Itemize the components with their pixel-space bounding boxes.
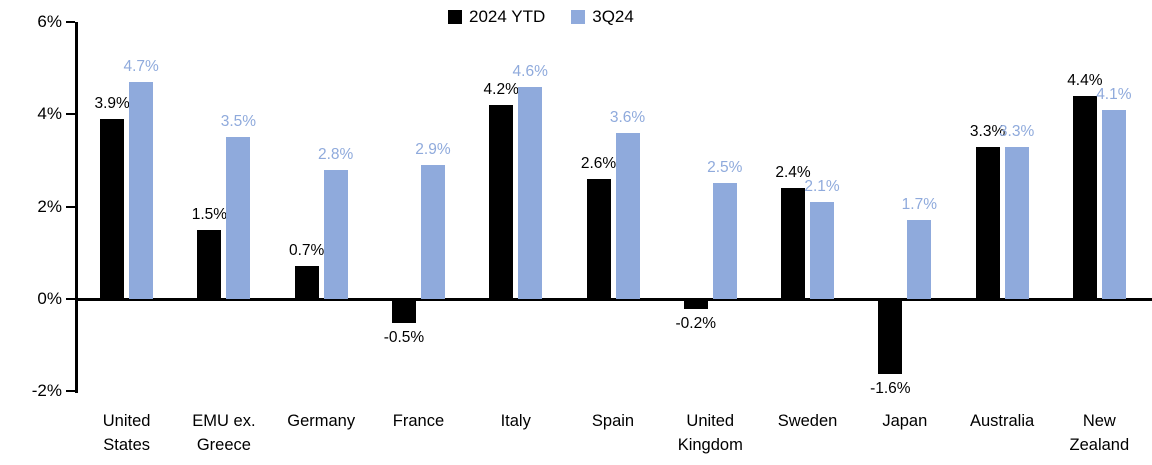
legend-label-3q24: 3Q24: [592, 7, 634, 26]
x-category-label-united-states: United States: [102, 412, 151, 454]
bar-label-2024-ytd-germany: 0.7%: [289, 242, 325, 260]
bar-2024-ytd-australia: [975, 146, 1000, 299]
bar-2024-ytd-new-zealand: [1072, 95, 1097, 299]
bar-label-3q24-sweden: 2.1%: [804, 177, 840, 195]
x-category-label-france: France: [392, 412, 445, 430]
bar-3q24-united-kingdom: [712, 183, 737, 299]
bar-2024-ytd-italy: [489, 105, 514, 299]
bar-label-3q24-united-states: 4.7%: [123, 57, 159, 75]
bar-label-3q24-france: 2.9%: [415, 140, 451, 158]
bar-label-3q24-japan: 1.7%: [901, 196, 937, 214]
bar-2024-ytd-emu-ex-greece: [197, 229, 222, 299]
legend-item-2024-ytd: 2024 YTD: [448, 7, 545, 27]
bar-label-3q24-emu-ex-greece: 3.5%: [220, 113, 257, 131]
bar-3q24-new-zealand: [1101, 109, 1126, 299]
bar-label-3q24-new-zealand: 4.1%: [1096, 85, 1132, 103]
bar-label-2024-ytd-united-kingdom: -0.2%: [675, 314, 717, 332]
y-tick-label-0: 0%: [37, 288, 62, 308]
bar-3q24-japan: [907, 220, 932, 299]
bar-label-2024-ytd-australia: 3.3%: [969, 122, 1006, 140]
x-category-label-germany: Germany: [287, 412, 356, 430]
x-category-label-united-kingdom: United Kingdom: [677, 412, 743, 454]
bar-2024-ytd-spain: [586, 178, 611, 299]
bar-label-3q24-australia: 3.3%: [998, 122, 1035, 140]
bar-3q24-france: [420, 164, 445, 299]
bar-label-2024-ytd-new-zealand: 4.4%: [1067, 71, 1103, 89]
y-tick-mark: [66, 113, 75, 116]
y-tick-label-6: 6%: [37, 12, 62, 31]
bar-label-2024-ytd-spain: 2.6%: [580, 154, 617, 172]
y-tick-mark: [66, 390, 75, 392]
y-axis-line: [75, 22, 78, 393]
bar-label-2024-ytd-sweden: 2.4%: [775, 164, 811, 182]
bar-label-3q24-spain: 3.6%: [609, 108, 646, 126]
bar-label-2024-ytd-emu-ex-greece: 1.5%: [191, 205, 228, 223]
x-category-label-spain: Spain: [591, 412, 635, 430]
x-category-label-new-zealand: New Zealand: [1069, 412, 1130, 454]
y-tick-label-2: -2%: [31, 381, 62, 400]
bar-2024-ytd-japan: [878, 299, 903, 374]
x-category-label-emu-ex-greece: EMU ex. Greece: [192, 412, 256, 454]
bar-label-3q24-united-kingdom: 2.5%: [707, 159, 743, 177]
bar-label-3q24-italy: 4.6%: [512, 62, 548, 80]
bar-3q24-germany: [323, 169, 348, 299]
bar-label-3q24-germany: 2.8%: [318, 145, 354, 163]
y-tick-mark: [66, 297, 75, 300]
bar-3q24-australia: [1004, 146, 1029, 299]
bar-label-2024-ytd-france: -0.5%: [383, 328, 425, 346]
y-tick-mark: [66, 21, 75, 23]
bar-3q24-italy: [518, 86, 543, 299]
bar-2024-ytd-germany: [294, 266, 319, 299]
x-category-label-sweden: Sweden: [777, 412, 838, 430]
legend-swatch-3q24: [571, 10, 586, 24]
y-tick-mark: [66, 205, 75, 208]
bar-3q24-emu-ex-greece: [226, 137, 251, 299]
bar-2024-ytd-france: [391, 299, 416, 323]
y-tick-label-4: 4%: [37, 104, 62, 124]
x-category-label-italy: Italy: [500, 412, 531, 430]
y-tick-label-2: 2%: [37, 196, 62, 216]
legend-label-2024-ytd: 2024 YTD: [469, 7, 546, 26]
bar-label-2024-ytd-japan: -1.6%: [870, 379, 911, 397]
bar-2024-ytd-united-kingdom: [683, 299, 708, 309]
x-axis-line: [78, 297, 1152, 301]
bar-3q24-spain: [615, 132, 640, 299]
bar-label-2024-ytd-united-states: 3.9%: [94, 94, 130, 112]
bar-3q24-united-states: [129, 81, 154, 299]
legend-item-3q24: 3Q24: [571, 7, 634, 27]
x-category-label-japan: Japan: [882, 412, 928, 430]
bar-2024-ytd-united-states: [100, 118, 125, 299]
x-category-label-australia: Australia: [969, 412, 1035, 430]
bar-2024-ytd-sweden: [781, 188, 806, 299]
legend-swatch-2024-ytd: [448, 10, 462, 24]
bar-label-2024-ytd-italy: 4.2%: [483, 81, 519, 99]
bar-3q24-sweden: [810, 201, 835, 299]
chart-legend: 2024 YTD 3Q24: [448, 7, 634, 27]
